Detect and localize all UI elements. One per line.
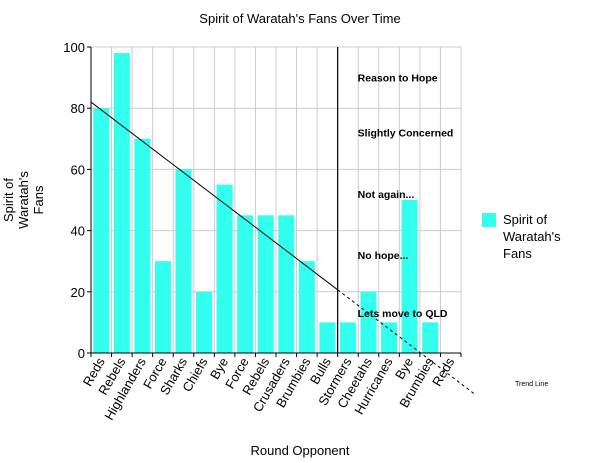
bar [154, 261, 171, 353]
y-tick-label: 100 [63, 40, 85, 55]
legend: Spirit of Waratah's Fans [482, 212, 561, 261]
annotation-label: Reason to Hope [358, 73, 438, 85]
grid [90, 46, 462, 354]
bar [134, 138, 151, 353]
y-tick-label: 80 [71, 101, 85, 116]
annotation-label: Lets move to QLD [358, 308, 448, 320]
bar [196, 291, 213, 353]
legend-swatch [482, 213, 496, 227]
trend-line-dashed [337, 289, 476, 395]
chart-title: Spirit of Waratah's Fans Over Time [199, 11, 400, 26]
trend-line-label: Trend Line [515, 381, 548, 388]
y-axis-label-line: Waratah's [16, 171, 31, 229]
bar [381, 322, 398, 353]
bar [360, 291, 377, 353]
y-axis-label-line: Fans [31, 185, 46, 214]
bar [257, 215, 274, 353]
legend-label: Fans [503, 246, 532, 261]
y-tick-label: 60 [71, 162, 85, 177]
axes: 0 20 40 60 80 100 [63, 40, 462, 361]
bar [93, 108, 110, 353]
bar [298, 261, 315, 353]
bar [319, 322, 336, 353]
annotations: Trend Line Reason to Hope Slightly Concern… [90, 47, 548, 395]
bars [93, 53, 439, 354]
annotation-label: Slightly Concerned [358, 128, 454, 140]
x-tick-label: Reds [429, 355, 457, 389]
bar [237, 215, 254, 353]
annotation-label: No hope... [358, 250, 409, 262]
y-axis-label-line: Spirit of [1, 178, 16, 222]
y-tick-label: 40 [71, 224, 85, 239]
bar [278, 215, 295, 353]
bar [422, 322, 439, 353]
x-axis-label: Round Opponent [250, 443, 349, 458]
legend-label: Waratah's [503, 229, 561, 244]
y-axis-label-text: Spirit ofWaratah'sFans [1, 171, 46, 229]
bar [113, 53, 130, 354]
annotation-label: Not again... [358, 189, 415, 201]
y-tick-label: 0 [78, 346, 85, 361]
bar [339, 322, 356, 353]
trend-line [90, 101, 338, 291]
bar [175, 169, 192, 353]
y-axis-label: Spirit ofWaratah'sFans [1, 171, 46, 229]
x-tick-labels: RedsRebelsHighlandersForceSharksChiefsBy… [80, 355, 458, 423]
bar [401, 200, 418, 353]
y-tick-label: 20 [71, 285, 85, 300]
legend-label: Spirit of [503, 212, 547, 227]
bar [216, 184, 233, 353]
